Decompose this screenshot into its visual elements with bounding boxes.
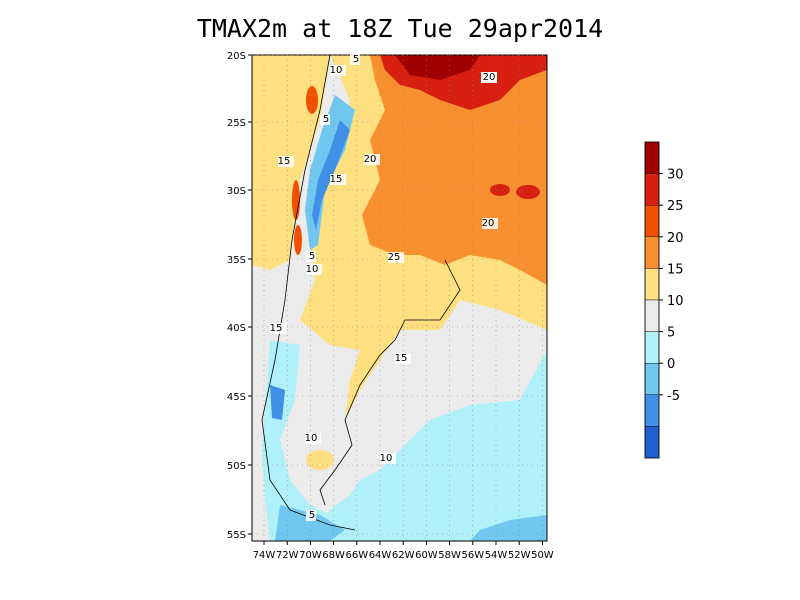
lat-tick-label: 35S [227,255,246,266]
band-20-25 [362,55,547,285]
lon-tick-label: 64W [369,550,392,561]
lon-tick-label: 68W [322,550,345,561]
lon-tick-label: 54W [485,550,508,561]
patagonia-cold-patch [270,385,285,420]
contour-label: 15 [330,174,343,185]
lon-tick-label: 70W [299,550,322,561]
contour-label-bg [395,353,411,364]
band-30-plus [395,55,480,80]
colorbar-label: -5 [667,389,680,404]
warm-patch [516,185,540,199]
colorbar-segment [644,173,660,206]
contour-label-bg [388,252,404,263]
contour-label: 10 [380,453,393,464]
contour-label-bg [330,174,346,185]
latitude-ticks: 20S 25S 30S 35S 40S 45S 50S 55S [227,51,252,541]
graticule [252,54,547,541]
contour-label: 10 [330,65,343,76]
contour-label: 5 [353,54,359,65]
lon-tick-label: 62W [392,550,415,561]
colorbar-segment [644,363,660,396]
contour-label-bg [306,251,316,262]
contour-label: 20 [364,154,377,165]
lat-tick-label: 40S [227,323,246,334]
lon-tick-label: 50W [531,550,554,561]
lon-tick-label: 58W [438,550,461,561]
contour-label: 25 [388,252,401,263]
lon-tick-label: 60W [415,550,438,561]
lat-tick-label: 25S [227,118,246,129]
contour-label: 10 [305,433,318,444]
colorbar-label: 15 [667,262,684,277]
contour-label-bg [320,114,330,125]
colorbar-label: 30 [667,168,684,183]
warm-patch [490,184,510,196]
colorbar-label: 5 [667,326,675,341]
lat-tick-label: 45S [227,392,246,403]
patagonia-5-10 [262,340,355,541]
colorbar-segment [644,299,660,332]
patagonia-0-5 [275,505,345,541]
colorbar-segment [644,204,660,237]
warm-patch [306,86,318,114]
contour-label-bg [364,154,380,165]
warm-patch [292,180,300,220]
band-5-10-south [300,350,547,541]
contour-label-bg [482,218,498,229]
lon-tick-label: 52W [508,550,531,561]
contour-label-bg [481,72,497,83]
contour-label: 15 [278,156,291,167]
map-frame [251,54,548,542]
contour-label-bg [306,264,322,275]
contour-label-bg [305,433,321,444]
colorbar-label: 10 [667,294,684,309]
contour-label: 15 [270,323,283,334]
contour-labels: 5 10 5 15 20 15 20 20 25 5 10 15 15 10 10 5 [270,54,498,521]
contour-label: 5 [309,251,315,262]
contour-label-bg [270,323,286,334]
lon-tick-label: 66W [345,550,368,561]
contour-label: 10 [306,264,319,275]
colorbar-label: 25 [667,199,684,214]
lon-tick-label: 72W [276,550,299,561]
contour-label-bg [306,510,316,521]
band-0-5-corner [470,515,547,541]
lat-tick-label: 55S [227,530,246,541]
colorbar-segment [644,331,660,364]
lon-tick-label: 56W [461,550,484,561]
contour-label: 20 [482,218,495,229]
lon-tick-label: 74W [253,550,276,561]
contour-label: 5 [309,510,315,521]
contour-label-bg [380,453,396,464]
lat-tick-label: 30S [227,186,246,197]
colorbar: 30 25 20 15 10 5 0 -5 [644,141,684,459]
contour-label: 5 [323,114,329,125]
map-title: TMAX2m at 18Z Tue 29apr2014 [196,14,604,43]
contour-label: 20 [483,72,496,83]
longitude-ticks: 74W 72W 70W 68W 66W 64W 62W 60W 58W 56W 54W 52W 50W [253,541,554,561]
colorbar-segment [644,236,660,269]
warm-patch [294,225,302,255]
map-field [252,55,547,541]
lat-tick-label: 20S [227,51,246,62]
colorbar-segment [644,141,660,174]
contour-label-bg [278,156,294,167]
contour-label-bg [330,65,346,76]
coastline [261,54,461,531]
contour-label-bg [350,54,360,65]
colorbar-segment [644,394,660,427]
colorbar-label: 0 [667,357,675,372]
contour-label: 15 [395,353,408,364]
colorbar-label: 20 [667,231,684,246]
lat-tick-label: 50S [227,461,246,472]
colorbar-segment [644,268,660,301]
colorbar-segment [644,426,660,459]
